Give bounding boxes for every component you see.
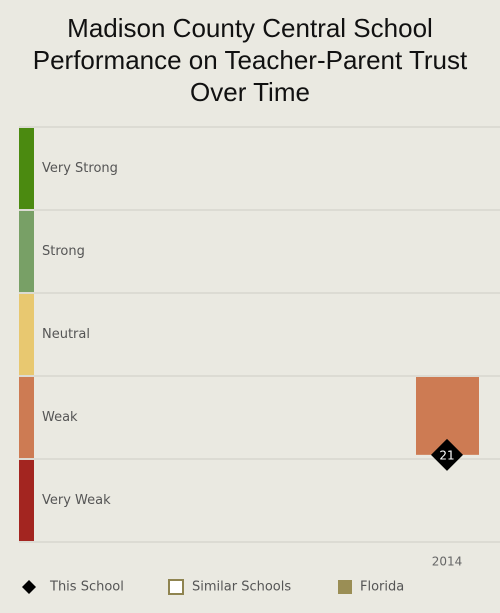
legend-marker (22, 580, 36, 594)
band-strip (19, 460, 34, 541)
legend-marker (168, 579, 184, 595)
band-label: Weak (42, 410, 78, 425)
band-strip (19, 211, 34, 292)
band-label: Strong (42, 244, 85, 259)
legend-marker (338, 580, 352, 594)
school-marker (431, 438, 463, 471)
band-label: Very Weak (42, 493, 111, 508)
x-tick-label: 2014 (432, 555, 463, 569)
legend-label: Florida (360, 580, 404, 595)
value-label: 21 (439, 448, 454, 462)
band-label: Very Strong (42, 161, 118, 176)
band-strip (19, 377, 34, 458)
band-strip (19, 294, 34, 375)
chart-title: Madison County Central School Performanc… (32, 13, 468, 107)
legend-label: Similar Schools (192, 580, 291, 595)
legend-label: This School (49, 580, 124, 595)
band-label: Neutral (42, 327, 90, 342)
band-strip (19, 128, 34, 209)
